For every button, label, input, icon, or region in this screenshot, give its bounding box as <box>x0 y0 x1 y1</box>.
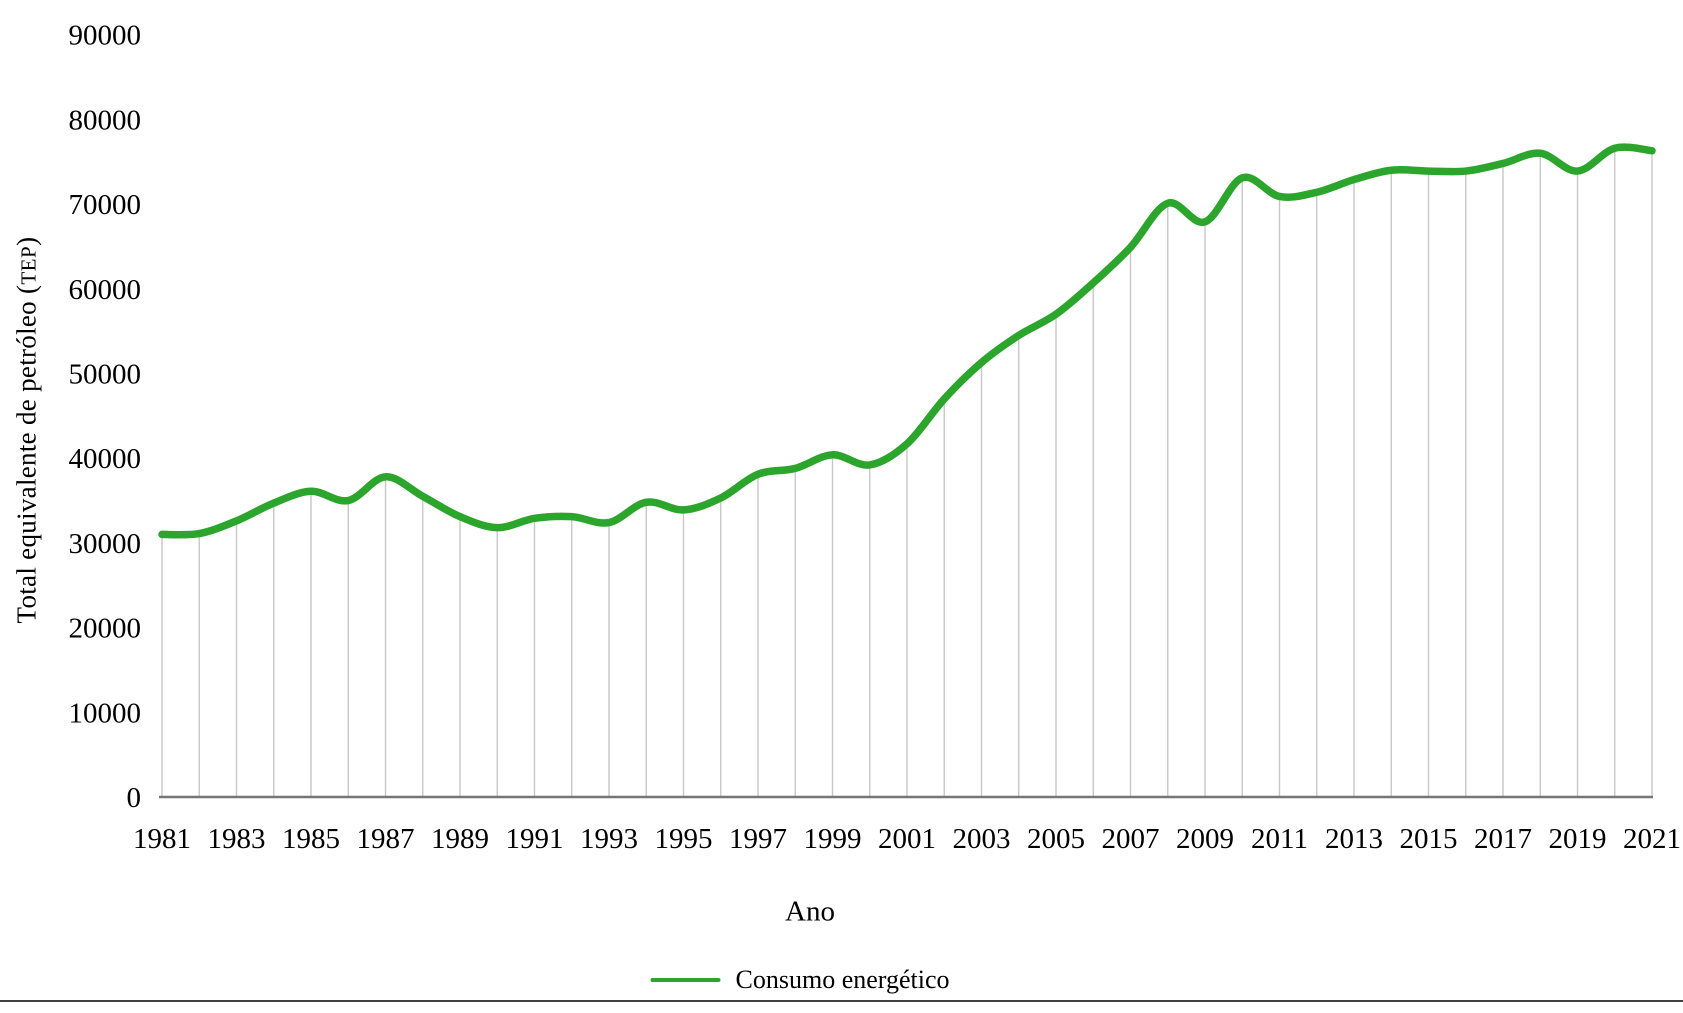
svg-text:0: 0 <box>127 782 142 814</box>
svg-text:2011: 2011 <box>1251 823 1308 855</box>
svg-text:2003: 2003 <box>953 823 1011 855</box>
svg-text:20000: 20000 <box>69 613 142 645</box>
x-axis-title: Ano <box>785 895 835 928</box>
svg-text:2007: 2007 <box>1102 823 1160 855</box>
consumption-curve <box>158 143 1656 539</box>
svg-text:2001: 2001 <box>878 823 936 855</box>
x-tick-labels: 1981 1983 1985 1987 1989 1991 1993 1995 1997 1999… <box>133 823 1681 855</box>
y-axis-title-suffix: ) <box>11 236 42 246</box>
year-drop-lines <box>161 148 1653 796</box>
legend: Consumo energético <box>650 965 950 995</box>
svg-text:1995: 1995 <box>655 823 713 855</box>
svg-text:2021: 2021 <box>1623 823 1681 855</box>
svg-text:1997: 1997 <box>729 823 787 855</box>
svg-text:1981: 1981 <box>133 823 191 855</box>
svg-text:1983: 1983 <box>208 823 266 855</box>
svg-text:2015: 2015 <box>1400 823 1458 855</box>
svg-text:70000: 70000 <box>69 189 142 221</box>
svg-text:1987: 1987 <box>357 823 415 855</box>
y-axis-title: Total equivalente de petróleo (TEP) <box>12 237 43 624</box>
svg-text:90000: 90000 <box>69 20 142 52</box>
svg-text:2013: 2013 <box>1325 823 1383 855</box>
svg-text:40000: 40000 <box>69 443 142 475</box>
svg-text:1989: 1989 <box>431 823 489 855</box>
y-axis-title-prefix: Total equivalente de petróleo ( <box>11 284 42 624</box>
svg-text:2019: 2019 <box>1549 823 1607 855</box>
svg-text:60000: 60000 <box>69 274 142 306</box>
svg-text:10000: 10000 <box>69 697 142 729</box>
svg-text:1985: 1985 <box>282 823 340 855</box>
svg-text:2017: 2017 <box>1474 823 1532 855</box>
legend-label: Consumo energético <box>735 965 950 994</box>
svg-text:50000: 50000 <box>69 359 142 391</box>
y-axis-title-acronym: TEP <box>16 245 41 285</box>
svg-text:1993: 1993 <box>580 823 638 855</box>
y-tick-labels: 0 10000 20000 30000 40000 50000 60000 70000 8000… <box>69 20 142 814</box>
svg-text:80000: 80000 <box>69 104 142 136</box>
svg-text:2005: 2005 <box>1027 823 1085 855</box>
svg-text:2009: 2009 <box>1176 823 1234 855</box>
svg-text:30000: 30000 <box>69 528 142 560</box>
figure-bottom-border <box>0 1000 1683 1002</box>
legend-line-swatch-icon <box>650 978 721 982</box>
svg-text:1991: 1991 <box>506 823 564 855</box>
svg-text:1999: 1999 <box>804 823 862 855</box>
